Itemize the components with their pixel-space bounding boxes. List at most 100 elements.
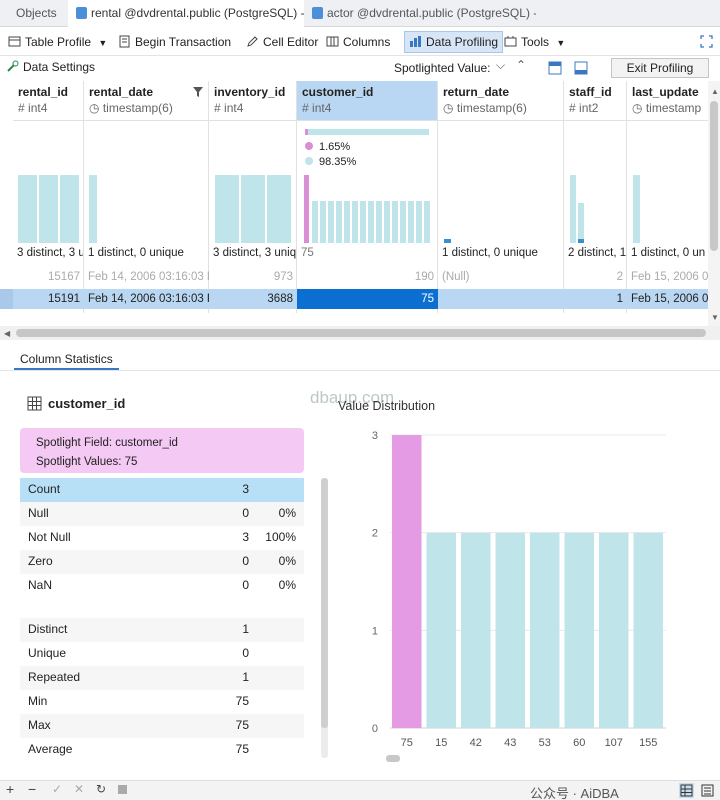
- scroll-thumb[interactable]: [16, 329, 706, 337]
- stat-row[interactable]: Null 0 0%: [20, 502, 304, 526]
- data-profiling-label: Data Profiling: [426, 35, 499, 49]
- stat-row[interactable]: Average 75: [20, 738, 304, 762]
- stat-label: NaN: [28, 578, 53, 592]
- column-histogram: [89, 175, 97, 243]
- apply-changes-icon[interactable]: ✓: [52, 782, 63, 796]
- tools-icon: [504, 36, 517, 47]
- cell-rental-id[interactable]: 15167: [48, 271, 80, 283]
- begin-transaction-button[interactable]: Begin Transaction: [114, 31, 235, 53]
- stat-percent: 0%: [278, 578, 296, 592]
- layout-top-icon[interactable]: [548, 61, 562, 75]
- hash-icon: #: [214, 101, 221, 115]
- layout-bottom-icon[interactable]: [574, 61, 588, 75]
- column-summary: 3 distinct, 3 uniq: [213, 247, 296, 259]
- spotlighted-value-label: Spotlighted Value:: [394, 61, 491, 75]
- column-type: ◷ timestamp: [632, 101, 702, 115]
- column-rental-id[interactable]: rental_id # int4 3 distinct, 3 u: [13, 81, 84, 313]
- stat-value: 0: [242, 506, 249, 520]
- cell-inventory-id[interactable]: 973: [273, 271, 293, 283]
- chevron-up-icon[interactable]: ▲: [711, 87, 719, 96]
- column-last-update[interactable]: last_update ◷ timestamp 1 distinct, 0 un: [627, 81, 708, 313]
- column-return-date[interactable]: return_date ◷ timestamp(6) 1 distinct, 0…: [438, 81, 564, 313]
- footer-brand: 公众号 · AiDBA: [530, 786, 619, 800]
- tab-objects[interactable]: Objects: [8, 0, 65, 27]
- refresh-icon[interactable]: ↻: [96, 782, 107, 796]
- cell-return-date[interactable]: (Null): [442, 271, 470, 283]
- tab-actor[interactable]: actor @dvdrental.public (PostgreSQL) - .…: [304, 0, 536, 27]
- column-header[interactable]: rental_date ◷ timestamp(6): [84, 81, 208, 121]
- exit-profiling-button[interactable]: Exit Profiling: [611, 58, 709, 78]
- x-tick-label: 53: [539, 737, 551, 749]
- cell-rental-date[interactable]: Feb 14, 2006 03:16:03 PM: [88, 271, 209, 283]
- column-header[interactable]: rental_id # int4: [13, 81, 83, 121]
- cell-customer-id-focused[interactable]: 75: [297, 289, 438, 309]
- column-header[interactable]: staff_id # int2: [564, 81, 626, 121]
- chevron-left-icon[interactable]: ◀: [4, 329, 11, 338]
- column-staff-id[interactable]: staff_id # int2 2 distinct, 1: [564, 81, 627, 313]
- stat-row[interactable]: Repeated 1: [20, 666, 304, 690]
- table-row[interactable]: 15167 Feb 14, 2006 03:16:03 PM 973 190 (…: [0, 267, 708, 287]
- cell-rental-date[interactable]: Feb 14, 2006 03:16:03 PM: [88, 293, 209, 305]
- column-summary: 1 distinct, 0 unique: [442, 247, 538, 259]
- cell-rental-id[interactable]: 15191: [48, 293, 80, 305]
- grid-bottom-bar: + − ✓ ✕ ↻ 公众号 · AiDBA: [0, 780, 720, 800]
- delete-record-icon[interactable]: −: [28, 781, 37, 797]
- expand-icon[interactable]: [696, 31, 720, 53]
- cell-last-update[interactable]: Feb 15, 2006 09: [631, 293, 708, 305]
- columns-button[interactable]: Columns: [322, 31, 394, 53]
- tab-rental[interactable]: rental @dvdrental.public (PostgreSQL) - …: [68, 0, 304, 27]
- cell-return-date[interactable]: [438, 289, 564, 309]
- cell-editor-button[interactable]: Cell Editor: [242, 31, 322, 53]
- legend-spotlight: 1.65%: [305, 141, 350, 153]
- filter-icon[interactable]: [193, 87, 203, 97]
- column-header[interactable]: last_update ◷ timestamp: [627, 81, 708, 121]
- tools-button[interactable]: Tools ▼: [500, 31, 569, 53]
- chevron-up-icon[interactable]: ⌃: [516, 58, 527, 72]
- column-header[interactable]: return_date ◷ timestamp(6): [438, 81, 563, 121]
- stat-row[interactable]: Count 3: [20, 478, 304, 502]
- add-record-icon[interactable]: +: [6, 781, 15, 797]
- cell-inventory-id[interactable]: 3688: [267, 293, 293, 305]
- cell-last-update[interactable]: Feb 15, 2006 09: [631, 271, 708, 283]
- form-view-icon[interactable]: [700, 783, 715, 798]
- discard-changes-icon[interactable]: ✕: [74, 782, 85, 796]
- cell-staff-id[interactable]: 2: [616, 271, 623, 283]
- chevron-down-icon[interactable]: ▼: [711, 313, 719, 322]
- clock-icon: ◷: [443, 101, 454, 115]
- stop-icon[interactable]: [118, 785, 127, 794]
- table-row-selected[interactable]: 15191 Feb 14, 2006 03:16:03 PM 3688 75 1…: [0, 289, 708, 309]
- cell-staff-id[interactable]: 1: [616, 293, 623, 305]
- column-rental-date[interactable]: rental_date ◷ timestamp(6) 1 distinct, 0…: [84, 81, 209, 313]
- grid-vertical-scrollbar[interactable]: ▲ ▼: [708, 81, 720, 326]
- scroll-thumb[interactable]: [710, 101, 718, 251]
- divider: [0, 370, 720, 371]
- stat-value: 75: [235, 718, 249, 732]
- stat-row[interactable]: Zero 0 0%: [20, 550, 304, 574]
- row-selector[interactable]: [0, 289, 13, 309]
- grid-horizontal-scrollbar[interactable]: ◀: [0, 326, 720, 340]
- statistics-field-title: customer_id: [48, 396, 126, 411]
- data-profiling-button[interactable]: Data Profiling: [404, 31, 504, 53]
- table-profile-button[interactable]: Table Profile ▼: [4, 31, 111, 53]
- column-statistics-tab[interactable]: Column Statistics: [14, 350, 119, 370]
- chevron-down-icon: ▼: [556, 38, 566, 48]
- column-inventory-id[interactable]: inventory_id # int4 3 distinct, 3 uniq: [209, 81, 297, 313]
- column-customer-id[interactable]: customer_id # int4 1.65% 98.35% 75: [297, 81, 438, 313]
- data-settings-button[interactable]: Data Settings: [6, 60, 95, 74]
- statistics-scrollbar[interactable]: [321, 478, 328, 758]
- stat-row[interactable]: Not Null 3 100%: [20, 526, 304, 550]
- stat-row[interactable]: Max 75: [20, 714, 304, 738]
- chevron-down-icon[interactable]: ⌵: [496, 58, 506, 72]
- stat-row[interactable]: Unique 0: [20, 642, 304, 666]
- stat-percent: 0%: [278, 506, 296, 520]
- stat-row[interactable]: Distinct 1: [20, 618, 304, 642]
- stat-row[interactable]: NaN 0 0%: [20, 574, 304, 598]
- grid-view-icon[interactable]: [679, 783, 694, 798]
- column-header[interactable]: customer_id # int4: [297, 81, 437, 121]
- column-name: customer_id: [302, 85, 374, 99]
- cell-customer-id[interactable]: 190: [414, 271, 434, 283]
- column-header[interactable]: inventory_id # int4: [209, 81, 296, 121]
- scroll-thumb[interactable]: [321, 478, 328, 728]
- hash-icon: #: [18, 101, 25, 115]
- stat-row[interactable]: Min 75: [20, 690, 304, 714]
